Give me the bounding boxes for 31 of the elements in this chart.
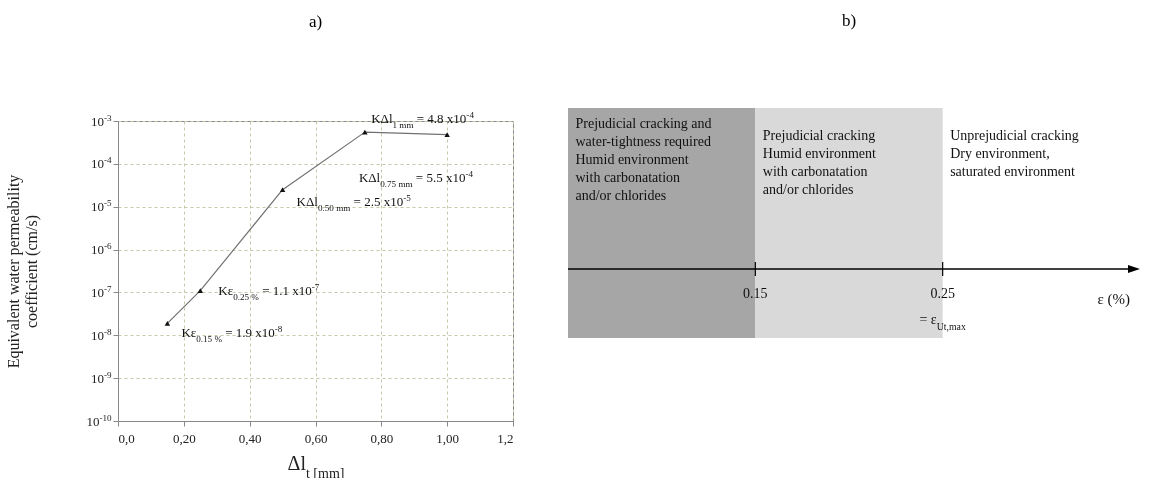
text: Unprejudicial cracking Dry environment, saturated environment: [950, 127, 1079, 179]
x-tick-label: 0,60: [304, 430, 328, 446]
y-tick-label: 10$^{-10}$: [86, 412, 112, 429]
y-tick-label: 10$^{-9}$: [90, 369, 112, 386]
annotation: KΔl$_{0.75 mm}$ = 5.5 x10$^{-4}$: [358, 169, 474, 190]
annotation: KΔl$_{1 mm}$ = 4.8 x10$^{-4}$: [371, 109, 475, 130]
y-tick-label: 10$^{-8}$: [90, 326, 112, 343]
text: b): [841, 11, 857, 30]
text: 0.25: [930, 286, 955, 302]
x-tick-label: 0,40: [238, 430, 262, 446]
text: 0.15: [743, 286, 768, 302]
text: Prejudicial cracking Humid environment with carbonatation and/or chlorides: [762, 127, 877, 197]
y-axis-title: Equivalent water permeability coefficient (cm/s): [4, 174, 41, 369]
text: ε (%): [1097, 291, 1130, 308]
x-tick-label: 1,00: [436, 430, 460, 446]
x-tick-label: 0,0: [118, 430, 135, 446]
y-tick-label: 10$^{-7}$: [90, 283, 112, 300]
annotation: Kε$_{0.25 %}$ = 1.1 x10$^{-7}$: [218, 281, 320, 302]
text: = ε$_{Ut,max}$: [919, 311, 966, 332]
annotation: Kε$_{0.15 %}$ = 1.9 x10$^{-8}$: [181, 324, 283, 345]
chart-title: a): [308, 11, 323, 31]
x-tick-label: 0,20: [172, 430, 196, 446]
text: Prejudicial cracking and water-tightness required Humid environment with carbonatation and/or chlorides: [575, 116, 712, 204]
annotation: KΔl$_{0.50 mm}$ = 2.5 x10$^{-5}$: [296, 192, 412, 213]
x-tick-label: 1,2: [497, 430, 514, 446]
y-tick-label: 10$^{-3}$: [90, 112, 112, 129]
y-tick-label: 10$^{-4}$: [90, 155, 112, 172]
y-tick-label: 10$^{-6}$: [90, 241, 112, 258]
x-tick-label: 0,80: [370, 430, 394, 446]
x-axis-title: Δl$_{t [mm]}$: [287, 451, 345, 480]
y-tick-label: 10$^{-5}$: [90, 198, 112, 215]
